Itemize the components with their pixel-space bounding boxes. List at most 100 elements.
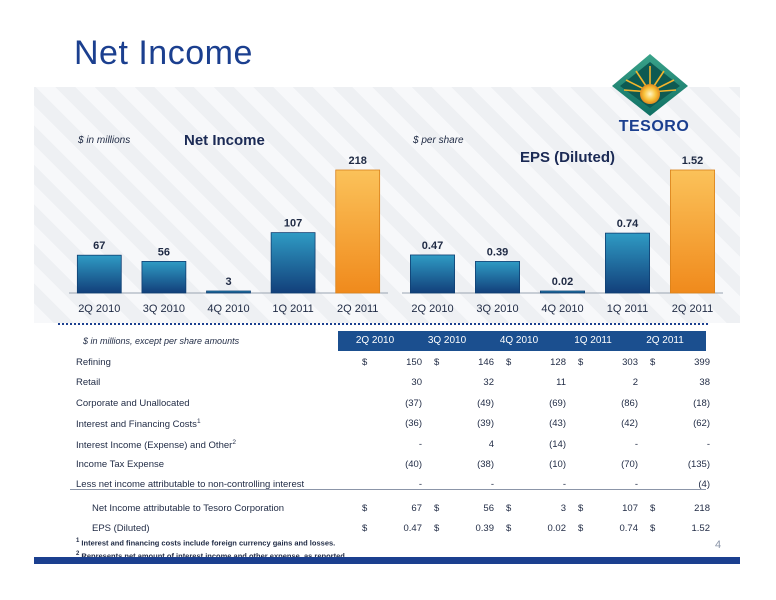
bar (335, 169, 381, 294)
table-cell: $1.52 (650, 523, 710, 535)
table-cell: $150 (362, 357, 422, 368)
table-cell: (10) (549, 459, 566, 470)
table-cell: - (634, 479, 638, 491)
tesoro-logo (612, 54, 688, 116)
x-tick-label: 3Q 2010 (476, 303, 518, 315)
bar (475, 261, 521, 294)
row-label: Corporate and Unallocated (76, 397, 190, 409)
data-label: 3 (225, 276, 231, 288)
data-label: 67 (93, 240, 105, 252)
table-cell: (38) (477, 459, 494, 470)
footnotes: 1 Interest and financing costs include f… (76, 536, 347, 561)
row-label: Interest and Financing Costs1 (76, 418, 201, 431)
table-cell: (39) (477, 418, 494, 430)
footer-bar (34, 557, 740, 564)
table-row: Corporate and Unallocated (37) (49) (69) (86… (76, 394, 710, 414)
table-row: Less net income attributable to non-cont… (76, 475, 710, 495)
column-header: 4Q 2010 (499, 335, 539, 346)
table-cell: (37) (405, 397, 422, 409)
x-tick-label: 1Q 2011 (607, 303, 648, 315)
column-header: 2Q 2010 (355, 335, 395, 346)
bar (409, 254, 456, 294)
table-row: Income Tax Expense (40) (38) (10) (70) (135) (76, 455, 710, 475)
bar (76, 254, 122, 294)
eps-unit-label: $ per share (413, 135, 464, 146)
row-label: Retail (76, 377, 101, 389)
table-cell: - (706, 438, 710, 450)
column-header: 3Q 2010 (427, 335, 467, 346)
table-cell: 11 (556, 377, 566, 389)
table-row: Interest and Financing Costs1 (36) (39) (43… (76, 414, 710, 434)
data-label: 107 (284, 218, 302, 230)
column-header: 2Q 2011 (646, 335, 684, 346)
table-cell: (14) (549, 438, 566, 450)
bar (669, 169, 715, 294)
bar (270, 232, 316, 294)
bar (206, 290, 251, 294)
bar (604, 232, 650, 294)
table-cell: - (418, 438, 422, 450)
table-cell: $0.74 (578, 523, 638, 535)
table-cell: $146 (434, 357, 494, 368)
row-label: Refining (76, 357, 111, 368)
page-number: 4 (715, 539, 722, 551)
table-cell: 38 (699, 377, 710, 389)
column-header: 1Q 2011 (574, 335, 612, 346)
footnote: 2 Represents net amount of interest inco… (76, 550, 347, 561)
total-rule (70, 489, 706, 490)
row-label: Interest Income (Expense) and Other2 (76, 438, 236, 451)
table-cell: $218 (650, 502, 710, 514)
table-cell: - (634, 438, 638, 450)
data-label: 0.74 (617, 218, 639, 230)
row-label: Net Income attributable to Tesoro Corpor… (92, 502, 285, 514)
table-cell: (4) (698, 479, 710, 491)
page-title: Net Income (74, 34, 253, 72)
table-cell: $0.02 (506, 523, 566, 535)
table-cell: $56 (434, 502, 494, 514)
data-label: 0.47 (422, 240, 443, 252)
table-row: Net Income attributable to Tesoro Corpor… (76, 499, 710, 519)
table-header: 2Q 2010 3Q 2010 4Q 2010 1Q 2011 2Q 2011 (338, 331, 706, 351)
table-cell: - (418, 479, 422, 491)
data-label: 56 (158, 246, 170, 258)
table-cell: (69) (549, 397, 566, 409)
net-income-chart-title: Net Income (184, 132, 265, 149)
data-label: 0.39 (487, 246, 508, 258)
x-tick-label: 2Q 2011 (337, 303, 378, 315)
table-cell: $0.47 (362, 523, 422, 535)
table-cell: 4 (488, 438, 494, 450)
table-row: Refining $150 $146 $128 $303 $399 (76, 353, 710, 373)
row-label: EPS (Diluted) (92, 523, 150, 535)
table-cell: (43) (549, 418, 566, 430)
table-cell: (42) (621, 418, 638, 430)
table-cell: 30 (411, 377, 422, 389)
table-row: Interest Income (Expense) and Other2 - 4 (1… (76, 435, 710, 455)
table-cell: (40) (405, 459, 422, 470)
table-cell: (18) (693, 397, 710, 409)
x-tick-label: 2Q 2010 (411, 303, 453, 315)
table-row: EPS (Diluted) $0.47 $0.39 $0.02 $0.74 $1.52 (76, 519, 710, 539)
eps-chart-title: EPS (Diluted) (520, 149, 616, 166)
table-cell: (135) (687, 459, 710, 470)
x-tick-label: 3Q 2010 (143, 303, 185, 315)
table-cell: $67 (362, 502, 422, 514)
bar (539, 290, 585, 294)
table-cell: $107 (578, 502, 638, 514)
row-label: Income Tax Expense (76, 459, 165, 470)
x-tick-label: 4Q 2010 (207, 303, 249, 315)
table-row: Retail 30 32 11 2 38 (76, 373, 710, 393)
table-cell: $0.39 (434, 523, 494, 535)
x-tick-label: 4Q 2010 (541, 303, 583, 315)
data-label: 1.52 (682, 155, 703, 167)
footnote: 1 Interest and financing costs include f… (76, 538, 336, 548)
table-cell: $128 (506, 357, 566, 368)
table-cell: (86) (621, 397, 638, 409)
section-separator (58, 323, 708, 325)
x-tick-label: 2Q 2011 (672, 303, 713, 315)
table-cell: $3 (506, 502, 566, 514)
table-unit-label: $ in millions, except per share amounts (83, 336, 240, 346)
table-cell: 2 (632, 377, 638, 389)
eps-chart: 0.47 2Q 2010 0.39 3Q 2010 0.02 4Q 2010 0.74 1Q … (402, 155, 723, 315)
data-label: 218 (349, 155, 367, 167)
table-cell: 32 (483, 377, 494, 389)
